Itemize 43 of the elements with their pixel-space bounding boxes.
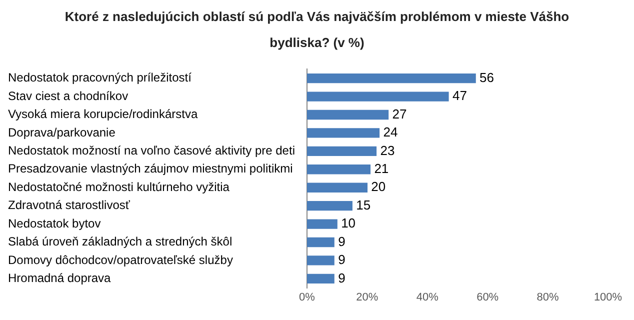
y-tick-label: Nedostatok bytov [8,216,101,230]
x-tick-label: 20% [356,291,378,304]
data-label: 56 [480,70,494,85]
data-label: 47 [452,88,467,104]
bar [306,146,377,156]
data-label: 27 [392,106,407,122]
bar [306,110,389,120]
y-tick-label: Stav ciest a chodníkov [8,88,128,103]
x-tick-label: 60% [476,291,499,304]
data-label: 9 [338,252,346,268]
data-label: 20 [371,179,386,194]
data-label: 15 [356,197,371,212]
bar [306,164,371,174]
data-label: 24 [383,124,398,140]
data-label: 9 [338,270,346,286]
y-tick-label: Zdravotná starostlivosť [8,198,130,212]
bar [306,256,334,266]
data-label: 23 [380,142,395,158]
x-tick-label: 40% [416,291,439,304]
bar [306,128,380,138]
y-tick-label: Presadzovanie vlastných záujmov miestnymi politikmi [8,162,293,176]
bar [306,92,449,102]
y-tick-label: Doprava/parkovanie [8,125,116,140]
data-label: 21 [374,160,389,176]
y-tick-label: Nedostatok možností na voľno časové aktivity pre deti [8,143,295,158]
chart-title: Ktoré z nasledujúcich oblastí sú podľa Vás najväčším problémom v mieste Vášho bydliska? (v %) [64,8,570,52]
x-tick-label: 100% [594,291,622,304]
y-tick-label: Domovy dôchodcov/opatrovateľské služby [8,252,233,267]
bar [306,237,334,248]
bar [306,73,476,84]
data-label: 10 [341,216,356,231]
y-tick-label: Nedostatok pracovných príležitostí [8,70,192,85]
x-tick-label: 0% [299,291,316,304]
x-tick-label: 80% [536,291,560,304]
y-tick-label: Vysoká miera korupcie/rodinkárstva [8,107,198,122]
y-tick-label: Nedostatočné možnosti kultúrneho vyžitia [8,180,230,194]
y-tick-label: Slabá úroveň základných a stredných škôl [8,234,232,249]
bar [306,219,338,229]
bar [306,274,334,284]
y-tick-label: Hromadná doprava [8,271,112,286]
bar [306,200,352,211]
data-label: 9 [338,234,346,249]
bar [306,182,368,192]
